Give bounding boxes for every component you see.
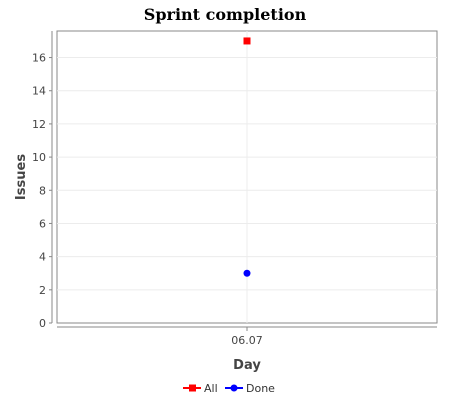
y-tick-label: 8 <box>39 184 46 197</box>
y-tick-label: 2 <box>39 284 46 297</box>
y-tick-label: 6 <box>39 217 46 230</box>
y-tick-label: 12 <box>32 118 46 131</box>
legend-marker-done <box>231 385 238 392</box>
legend-item-done: Done <box>225 382 275 395</box>
y-axis-label: Issues <box>14 154 29 200</box>
y-tick-label: 16 <box>32 52 46 65</box>
legend-label-done: Done <box>246 382 275 395</box>
data-point-all <box>244 37 251 44</box>
legend-label-all: All <box>204 382 218 395</box>
y-tick-label: 0 <box>39 317 46 330</box>
y-tick-label: 10 <box>32 151 46 164</box>
x-axis: 06.07 <box>57 327 437 347</box>
y-tick-label: 14 <box>32 85 46 98</box>
data-point-done <box>244 270 251 277</box>
legend-marker-all <box>189 385 196 392</box>
x-axis-label: Day <box>233 358 261 373</box>
y-axis: 0 2 4 6 8 10 12 14 16 <box>32 31 52 330</box>
y-tick-label: 4 <box>39 251 46 264</box>
series-done <box>244 270 251 277</box>
series-all <box>244 37 251 44</box>
chart-title: Sprint completion <box>144 5 307 24</box>
legend: All Done <box>183 382 275 395</box>
legend-item-all: All <box>183 382 218 395</box>
x-tick-label: 06.07 <box>231 334 263 347</box>
